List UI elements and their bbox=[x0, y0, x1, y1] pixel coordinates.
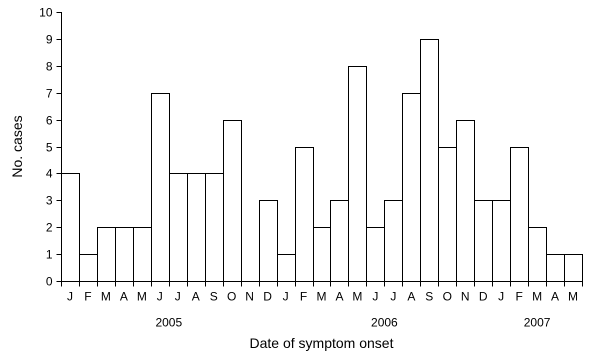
bar-11 bbox=[259, 200, 278, 282]
month-label-5: J bbox=[157, 290, 163, 304]
month-label-27: A bbox=[551, 290, 559, 304]
month-label-13: F bbox=[300, 290, 307, 304]
bar-8 bbox=[205, 173, 224, 282]
bar-7 bbox=[187, 173, 206, 282]
bar-13 bbox=[295, 147, 314, 282]
bar-2 bbox=[97, 227, 116, 282]
month-label-6: J bbox=[175, 290, 181, 304]
month-label-12: J bbox=[283, 290, 289, 304]
bar-12 bbox=[277, 254, 296, 282]
bar-21 bbox=[438, 147, 457, 282]
month-label-0: J bbox=[67, 290, 73, 304]
y-tick-label-3: 3 bbox=[46, 194, 53, 208]
bar-26 bbox=[528, 227, 547, 282]
bar-0 bbox=[61, 173, 80, 282]
month-label-28: M bbox=[568, 290, 578, 304]
x-axis-title: Date of symptom onset bbox=[250, 335, 394, 351]
bar-22 bbox=[456, 120, 475, 282]
month-label-20: S bbox=[425, 290, 433, 304]
y-tick-label-5: 5 bbox=[46, 141, 53, 155]
axis-layer bbox=[56, 12, 583, 287]
y-tick-label-7: 7 bbox=[46, 87, 53, 101]
month-label-15: A bbox=[335, 290, 343, 304]
bar-28 bbox=[564, 254, 583, 282]
bar-1 bbox=[79, 254, 98, 282]
bar-23 bbox=[474, 200, 493, 282]
month-label-23: D bbox=[479, 290, 488, 304]
y-axis-title: No. cases bbox=[9, 115, 25, 177]
y-tick-label-8: 8 bbox=[46, 60, 53, 74]
month-label-11: D bbox=[263, 290, 272, 304]
year-label-2005: 2005 bbox=[155, 316, 182, 330]
month-label-21: O bbox=[443, 290, 452, 304]
month-label-8: S bbox=[210, 290, 218, 304]
bar-14 bbox=[313, 227, 331, 282]
bar-5 bbox=[151, 93, 170, 282]
month-label-1: F bbox=[84, 290, 91, 304]
year-label-2006: 2006 bbox=[371, 316, 398, 330]
bar-6 bbox=[169, 173, 188, 282]
month-label-7: A bbox=[192, 290, 200, 304]
month-label-14: M bbox=[317, 290, 327, 304]
month-label-19: A bbox=[407, 290, 415, 304]
bar-24 bbox=[492, 200, 511, 282]
month-label-16: M bbox=[352, 290, 362, 304]
bar-9 bbox=[223, 120, 242, 282]
month-label-2: M bbox=[101, 290, 111, 304]
y-tick-label-1: 1 bbox=[46, 248, 53, 262]
y-tick-label-6: 6 bbox=[46, 114, 53, 128]
bar-18 bbox=[384, 200, 403, 282]
bar-4 bbox=[133, 227, 152, 282]
bar-25 bbox=[510, 147, 529, 282]
bars-layer bbox=[61, 39, 583, 282]
y-tick-label-10: 10 bbox=[39, 6, 53, 20]
month-label-18: J bbox=[390, 290, 396, 304]
year-label-2007: 2007 bbox=[524, 316, 551, 330]
month-label-3: A bbox=[120, 290, 128, 304]
bar-19 bbox=[402, 93, 421, 282]
month-label-10: N bbox=[245, 290, 254, 304]
y-tick-label-9: 9 bbox=[46, 33, 53, 47]
y-tick-label-0: 0 bbox=[46, 275, 53, 289]
bar-16 bbox=[348, 66, 367, 282]
bar-27 bbox=[546, 254, 565, 282]
bar-3 bbox=[115, 227, 134, 282]
bar-20 bbox=[420, 39, 439, 282]
month-label-22: N bbox=[461, 290, 470, 304]
y-tick-label-2: 2 bbox=[46, 221, 53, 235]
y-tick-label-4: 4 bbox=[46, 167, 53, 181]
bar-17 bbox=[366, 227, 385, 282]
month-label-4: M bbox=[137, 290, 147, 304]
bar-15 bbox=[330, 200, 349, 282]
month-label-24: J bbox=[498, 290, 504, 304]
month-label-17: J bbox=[372, 290, 378, 304]
month-label-25: F bbox=[515, 290, 522, 304]
month-label-26: M bbox=[532, 290, 542, 304]
month-label-9: O bbox=[227, 290, 236, 304]
